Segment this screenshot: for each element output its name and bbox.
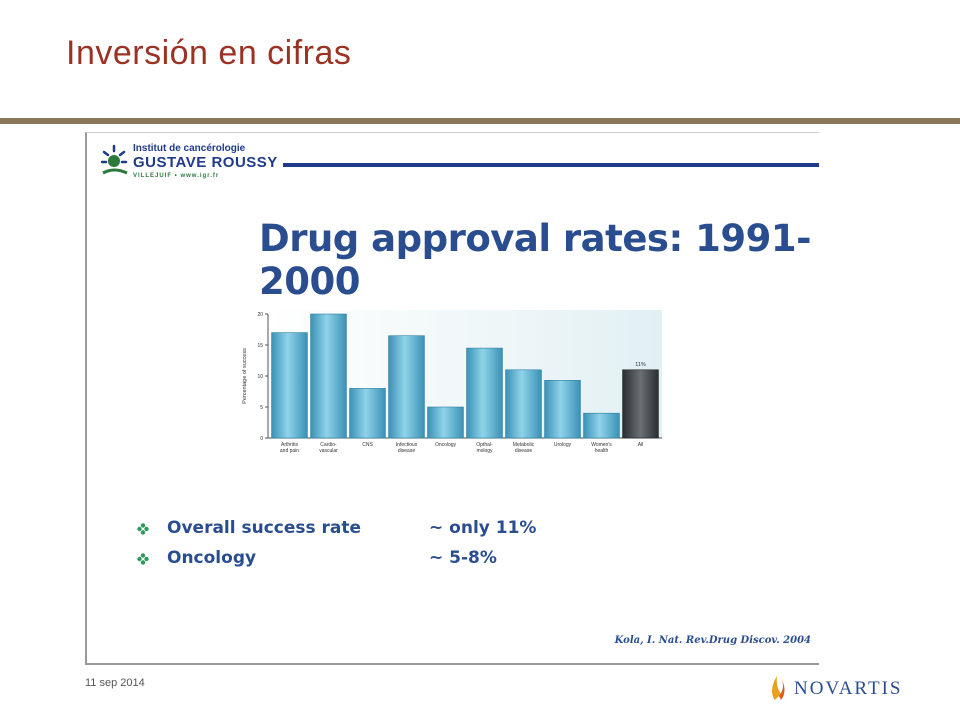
bar [427, 406, 464, 439]
x-tick-label: Opthal- [476, 442, 493, 448]
bullet-list: Overall success rate ~ only 11% Oncology… [137, 518, 797, 578]
y-tick-label: 20 [257, 312, 263, 318]
bullet-label: Overall success rate [167, 518, 362, 538]
y-tick-label: 5 [260, 405, 263, 411]
x-tick-label: health [595, 448, 609, 454]
x-tick-label: and pain [280, 448, 299, 454]
x-tick-label: mology [476, 448, 493, 454]
x-tick-label: disease [398, 448, 415, 454]
bar [271, 332, 308, 439]
x-tick-label: Urology [554, 442, 572, 448]
title-divider [0, 118, 960, 124]
bar [310, 313, 347, 439]
logo-text-line1: Institut de cancérologie [133, 143, 246, 154]
x-tick-label: Women's [591, 442, 612, 448]
approval-rate-chart: 0 5 10 15 20 Percentage of success Arthritisan… [242, 310, 662, 454]
x-tick-label: CNS [362, 442, 373, 448]
bar [388, 335, 425, 439]
novartis-logo: NOVARTIS [766, 672, 906, 704]
institute-logo: Institut de cancérologie GUSTAVE ROUSSY … [101, 141, 281, 187]
bullet-item: Oncology ~ 5-8% [137, 548, 797, 578]
y-tick-label: 0 [260, 436, 263, 442]
bar [349, 388, 386, 439]
chart-heading: Drug approval rates: 1991-2000 [259, 217, 811, 303]
logo-text-line2: GUSTAVE ROUSSY [133, 154, 278, 171]
bar [583, 412, 620, 439]
bullet-value: ~ only 11% [429, 518, 537, 538]
logo-divider [283, 163, 819, 167]
footer-date: 11 sep 2014 [85, 677, 145, 689]
diamond-bullet-icon [137, 553, 149, 565]
y-tick-label: 15 [257, 343, 263, 349]
bullet-label: Oncology [167, 548, 257, 568]
x-tick-label: Infectious [396, 442, 418, 448]
bar [622, 369, 659, 439]
diamond-bullet-icon [137, 523, 149, 535]
x-tick-label: Metabolic [513, 442, 535, 448]
slide-title: Inversión en cifras [66, 34, 352, 72]
logo-text-line3: VILLEJUIF • www.igr.fr [133, 173, 220, 179]
x-tick-label: Cardio- [320, 442, 337, 448]
citation: Kola, I. Nat. Rev.Drug Discov. 2004 [614, 635, 811, 646]
data-label: 11% [635, 362, 646, 368]
x-tick-label: vascular [319, 448, 338, 454]
sun-logo-icon [101, 144, 128, 175]
bullet-item: Overall success rate ~ only 11% [137, 518, 797, 548]
x-tick-label: Oncology [435, 442, 457, 448]
x-tick-label: All [638, 442, 644, 448]
y-axis-label: Percentage of success [242, 348, 248, 404]
x-tick-label: disease [515, 448, 532, 454]
y-tick-label: 10 [257, 374, 263, 380]
bullet-value: ~ 5-8% [429, 548, 497, 568]
embedded-figure: Institut de cancérologie GUSTAVE ROUSSY … [85, 132, 819, 665]
bar [466, 347, 503, 439]
flame-logo-icon [772, 676, 785, 700]
bar [544, 380, 581, 439]
x-tick-label: Arthritis [281, 442, 298, 448]
bar [505, 369, 542, 439]
brand-name: NOVARTIS [794, 678, 903, 699]
